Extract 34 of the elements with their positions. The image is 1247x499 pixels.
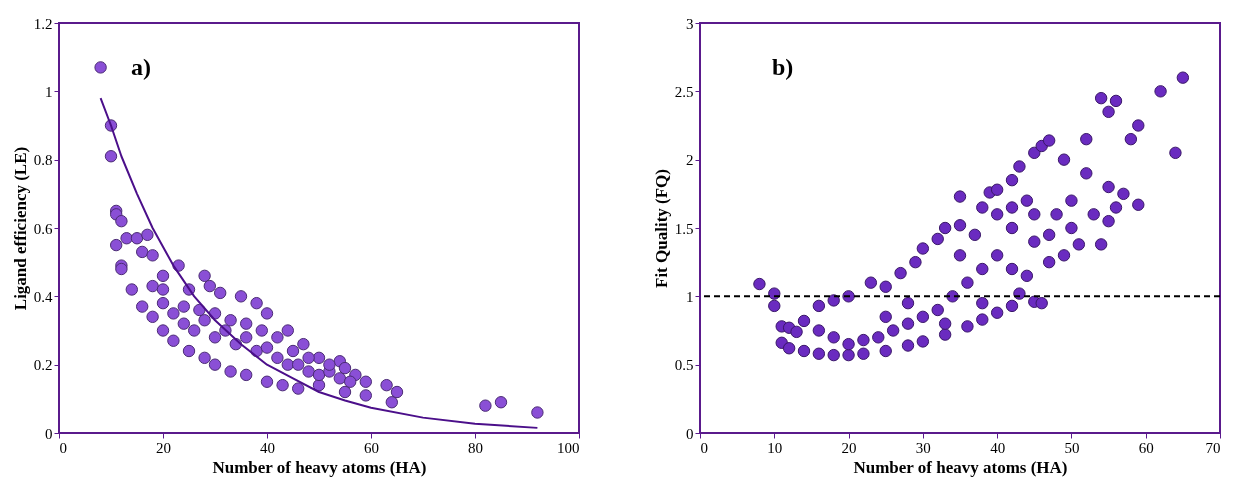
y-tick-label: 1 xyxy=(45,83,53,100)
y-tick-label: 0 xyxy=(686,425,694,442)
x-tick-label: 100 xyxy=(557,439,580,456)
annotation: a) xyxy=(131,54,151,80)
y-tick-label: 1.2 xyxy=(33,15,53,32)
y-tick-label: 3 xyxy=(686,15,694,32)
x-tick-label: 50 xyxy=(1064,439,1080,456)
y-tick-label: 0.4 xyxy=(33,288,53,305)
y-tick-label: 0 xyxy=(45,425,53,442)
x-tick-label: 40 xyxy=(260,439,275,456)
annotation: b) xyxy=(772,54,794,80)
y-tick-label: 0.6 xyxy=(33,220,53,237)
x-tick-label: 80 xyxy=(468,439,483,456)
y-tick-label: 2.5 xyxy=(674,83,694,100)
x-tick-label: 40 xyxy=(990,439,1006,456)
x-tick-label: 60 xyxy=(364,439,379,456)
y-tick-label: 0.8 xyxy=(33,152,53,169)
x-tick-label: 70 xyxy=(1205,439,1221,456)
x-tick-label: 20 xyxy=(841,439,857,456)
x-axis-title: Number of heavy atoms (HA) xyxy=(212,457,427,477)
y-tick-label: 2 xyxy=(686,152,694,169)
x-tick-label: 20 xyxy=(156,439,171,456)
y-tick-label: 1.5 xyxy=(674,220,694,237)
y-axis-title: Fit Quality (FQ) xyxy=(651,169,671,288)
y-tick-label: 1 xyxy=(686,288,694,305)
x-tick-label: 30 xyxy=(915,439,931,456)
x-tick-label: 0 xyxy=(59,439,67,456)
x-tick-label: 10 xyxy=(767,439,783,456)
x-axis-title: Number of heavy atoms (HA) xyxy=(853,457,1068,477)
x-tick-label: 0 xyxy=(700,439,708,456)
y-tick-label: 0.2 xyxy=(33,357,53,374)
y-axis-title: Ligand efficiency (LE) xyxy=(10,146,30,311)
x-tick-label: 60 xyxy=(1138,439,1154,456)
y-tick-label: 0.5 xyxy=(674,357,694,374)
